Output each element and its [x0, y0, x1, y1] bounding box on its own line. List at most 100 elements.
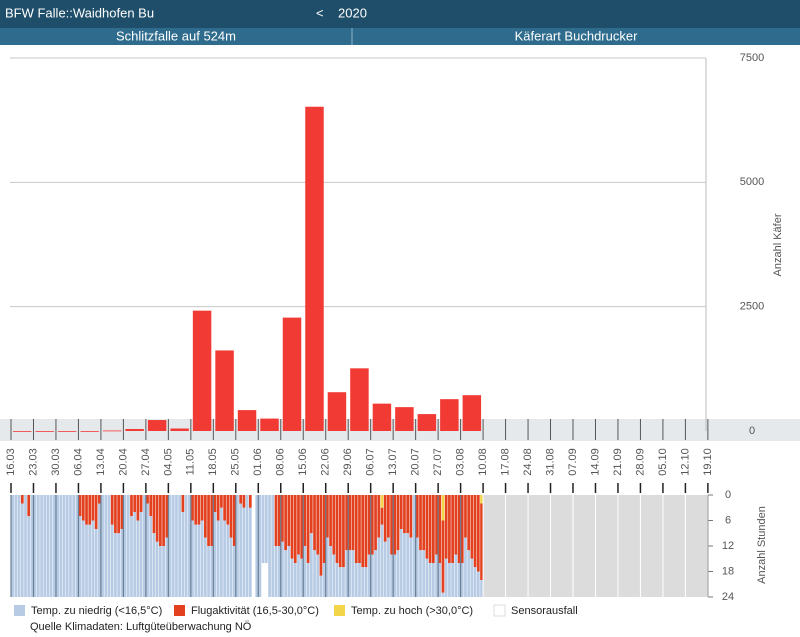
x-tick-label: 03.08	[455, 448, 467, 476]
x-tick-label: 16.03	[5, 448, 17, 476]
hour-bar	[175, 495, 178, 597]
hour-bar	[460, 563, 464, 597]
hour-bar	[165, 495, 169, 538]
source-note: Quelle Klimadaten: Luftgüteüberwachung N…	[30, 621, 252, 633]
bar	[57, 431, 77, 432]
hour-bar	[476, 495, 480, 572]
hour-bar	[448, 495, 451, 563]
tab[interactable]: Käferart Buchdrucker	[515, 28, 639, 43]
hour-bar	[30, 495, 34, 597]
hour-bar	[120, 495, 124, 529]
legend-label: Temp. zu niedrig (<16,5°C)	[31, 605, 162, 617]
x-tick-label: 31.08	[544, 448, 556, 476]
bar	[350, 368, 369, 431]
legend-label: Sensorausfall	[511, 605, 578, 617]
hour-bar	[428, 563, 432, 597]
bar	[125, 429, 144, 431]
year: 2020	[338, 5, 367, 20]
hour-bar	[303, 546, 307, 597]
hour-bar	[387, 537, 390, 597]
hour-bar	[11, 495, 15, 597]
tab[interactable]: Schlitzfalle auf 524m	[116, 28, 236, 43]
hour-bar	[335, 563, 339, 597]
hour-bar	[335, 495, 339, 563]
hour-bar	[197, 495, 201, 525]
hour-bar	[149, 495, 153, 517]
hour-bar	[444, 495, 448, 559]
hour-bar	[316, 554, 320, 597]
hour-bar	[403, 533, 406, 597]
hour-bar	[20, 495, 24, 504]
x-tick-label: 18.05	[207, 448, 219, 476]
hour-bar	[348, 495, 352, 551]
hour-bar	[409, 537, 413, 597]
hour-bar	[287, 495, 291, 546]
hour-bar	[297, 495, 300, 555]
hour-bar	[216, 495, 220, 521]
hour-bar	[130, 495, 133, 517]
hour-bar	[56, 495, 59, 597]
hour-bar	[293, 563, 297, 597]
hour-bar	[348, 550, 352, 597]
hour-bar	[370, 554, 374, 597]
hour-bar	[274, 495, 278, 546]
x-tick-label: 22.06	[320, 448, 332, 476]
hour-bar	[281, 495, 284, 542]
hour-bar	[78, 516, 82, 597]
hour-bar	[364, 567, 368, 597]
hour-bar	[184, 495, 188, 597]
bar	[462, 395, 482, 431]
hour-bar	[197, 524, 201, 597]
hour-bar	[136, 520, 140, 597]
hour-bar	[444, 558, 448, 597]
hour-bar	[200, 520, 204, 597]
hour-bar	[451, 563, 454, 597]
hour-bar	[207, 495, 210, 546]
prev-year-button[interactable]: <	[316, 5, 324, 20]
hour-bar	[306, 495, 310, 563]
x-tick-label: 27.04	[140, 448, 152, 476]
hour-bar	[467, 550, 471, 597]
hour-bar	[380, 507, 384, 525]
hour-bar	[236, 495, 239, 597]
hour-bar	[351, 495, 355, 551]
tab-bar	[0, 28, 800, 45]
hour-bar	[223, 495, 226, 521]
x-tick-label: 20.04	[117, 448, 129, 476]
hour-bar	[281, 541, 284, 597]
hour-bar	[329, 495, 332, 546]
hour-bar	[480, 495, 483, 504]
hour-bar	[81, 520, 85, 597]
legend-swatch	[334, 605, 345, 616]
hour-bar	[133, 495, 137, 512]
x-tick-label: 07.09	[567, 448, 579, 476]
hour-bar	[152, 495, 156, 534]
hour-bar	[252, 495, 255, 597]
hour-bar	[152, 533, 156, 597]
x-tick-label: 23.03	[27, 448, 39, 476]
hour-bar	[309, 495, 313, 534]
hour-bar	[361, 495, 365, 568]
hour-bar	[303, 495, 307, 546]
y-tick-label: 7500	[740, 52, 764, 64]
hour-bar	[364, 495, 368, 568]
hour-bar	[194, 524, 198, 597]
hour-bar	[358, 563, 361, 597]
hour-bar	[367, 495, 371, 555]
hour-bar	[425, 558, 429, 597]
hour-bar	[277, 546, 281, 597]
hour-bar	[117, 495, 120, 534]
x-tick-label: 12.10	[679, 448, 691, 476]
hour-bar	[290, 558, 294, 597]
hour-bar	[43, 495, 47, 597]
hour-bar	[136, 495, 140, 521]
hour-bar	[130, 516, 133, 597]
hour-bar	[59, 495, 63, 597]
x-tick-label: 21.09	[612, 448, 624, 476]
y-tick-label: 18	[722, 565, 734, 577]
hour-bar	[396, 550, 400, 597]
y-axis-label: Anzahl Stunden	[756, 506, 768, 584]
hour-bar	[342, 567, 345, 597]
hour-bar	[162, 546, 165, 597]
